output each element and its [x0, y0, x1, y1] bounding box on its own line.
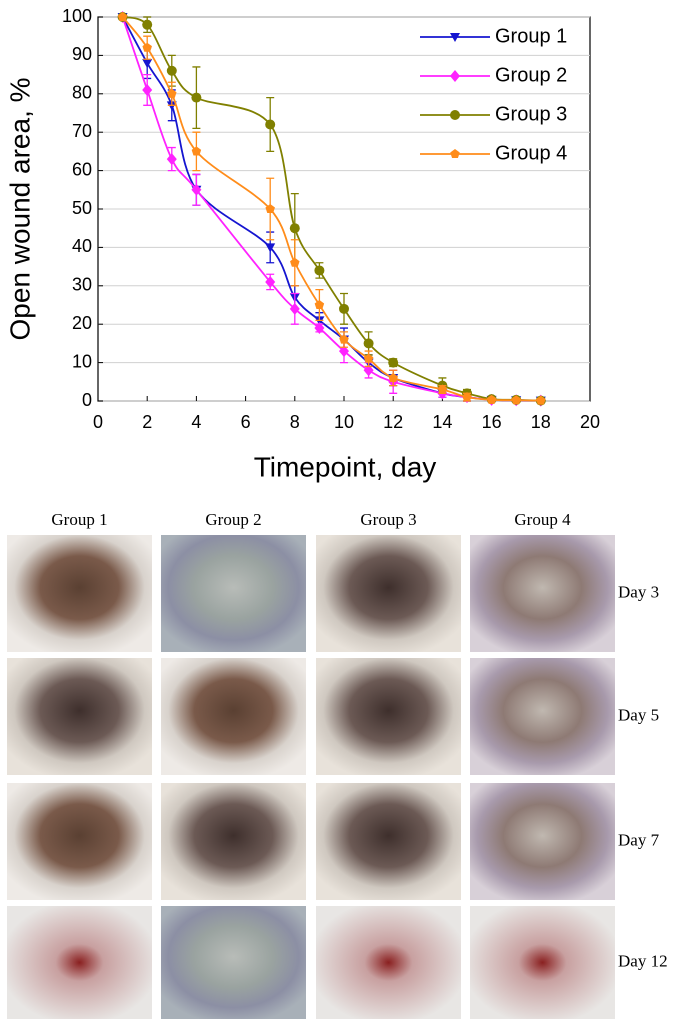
marker — [314, 265, 325, 276]
y-tick-label: 0 — [82, 390, 92, 410]
marker — [511, 395, 521, 405]
marker — [289, 302, 300, 315]
marker — [450, 70, 460, 82]
x-tick-label: 4 — [191, 412, 201, 432]
marker — [166, 65, 177, 76]
wound-photo — [161, 535, 306, 652]
marker — [290, 257, 300, 267]
marker — [450, 110, 460, 120]
x-tick-label: 14 — [432, 412, 452, 432]
chart: Timepoint, day Open wound area, % 010203… — [4, 6, 600, 483]
row-label: Day 7 — [618, 830, 660, 849]
marker — [265, 275, 276, 288]
marker — [142, 59, 153, 69]
marker — [191, 146, 202, 156]
marker — [450, 33, 460, 42]
marker — [339, 334, 349, 344]
wound-photo — [316, 783, 461, 900]
wound-photo — [7, 783, 152, 900]
marker — [142, 42, 152, 52]
y-tick-label: 20 — [72, 313, 92, 333]
marker — [166, 153, 177, 166]
legend-label: Group 1 — [495, 25, 567, 47]
marker — [191, 92, 202, 103]
x-tick-label: 2 — [142, 412, 152, 432]
y-tick-label: 10 — [72, 351, 92, 371]
x-tick-label: 0 — [93, 412, 103, 432]
row-label: Day 5 — [618, 705, 659, 724]
marker — [450, 149, 460, 159]
marker — [536, 395, 546, 405]
wound-photo — [7, 658, 152, 775]
series-line — [122, 16, 541, 402]
wound-photo — [470, 906, 615, 1019]
y-tick-label: 90 — [72, 44, 92, 64]
wound-photo — [316, 906, 461, 1019]
wound-photo — [470, 783, 615, 900]
y-axis-title: Open wound area, % — [4, 77, 35, 340]
marker — [437, 384, 448, 394]
marker — [142, 19, 153, 30]
wound-photo — [316, 658, 461, 775]
column-header: Group 1 — [51, 510, 107, 529]
marker — [142, 83, 153, 96]
row-label: Day 3 — [618, 582, 659, 601]
y-tick-label: 30 — [72, 275, 92, 295]
wound-photo — [7, 906, 152, 1019]
marker — [462, 392, 472, 402]
wound-photo — [470, 535, 615, 652]
marker — [314, 322, 325, 335]
y-tick-label: 40 — [72, 236, 92, 256]
y-tick-label: 60 — [72, 159, 92, 179]
marker — [388, 372, 398, 383]
y-tick-label: 100 — [62, 6, 92, 26]
marker — [388, 357, 399, 368]
legend-label: Group 2 — [495, 64, 567, 86]
marker — [486, 394, 497, 404]
x-axis-title: Timepoint, day — [254, 451, 437, 482]
marker — [363, 353, 374, 363]
x-tick-label: 12 — [383, 412, 403, 432]
x-tick-label: 18 — [531, 412, 551, 432]
x-tick-label: 8 — [290, 412, 300, 432]
legend-label: Group 4 — [495, 142, 567, 164]
marker — [167, 88, 177, 98]
wound-photo — [161, 783, 306, 900]
wound-photo — [7, 535, 152, 652]
marker — [289, 223, 300, 234]
y-tick-label: 70 — [72, 121, 92, 141]
marker — [363, 364, 374, 377]
y-tick-label: 50 — [72, 198, 92, 218]
column-header: Group 2 — [205, 510, 261, 529]
marker — [314, 300, 325, 310]
x-tick-label: 20 — [580, 412, 600, 432]
column-header: Group 4 — [514, 510, 571, 529]
marker — [265, 204, 275, 214]
marker — [339, 303, 349, 314]
wound-photo — [161, 658, 306, 775]
x-tick-label: 6 — [241, 412, 251, 432]
x-tick-label: 10 — [334, 412, 354, 432]
marker — [117, 12, 128, 22]
marker — [339, 345, 349, 358]
wound-photo — [470, 658, 615, 775]
row-label: Day 12 — [618, 951, 668, 970]
marker — [265, 119, 276, 130]
marker — [363, 338, 374, 349]
column-header: Group 3 — [360, 510, 416, 529]
x-tick-label: 16 — [482, 412, 502, 432]
y-tick-label: 80 — [72, 83, 92, 103]
legend-label: Group 3 — [495, 103, 567, 125]
marker — [265, 243, 276, 253]
marker — [191, 183, 202, 196]
wound-photo — [316, 535, 461, 652]
photo-grid: Group 1 Group 2 Group 3 Group 4 Day 3 Day 5 Da… — [7, 510, 668, 1019]
wound-photo — [161, 906, 306, 1019]
